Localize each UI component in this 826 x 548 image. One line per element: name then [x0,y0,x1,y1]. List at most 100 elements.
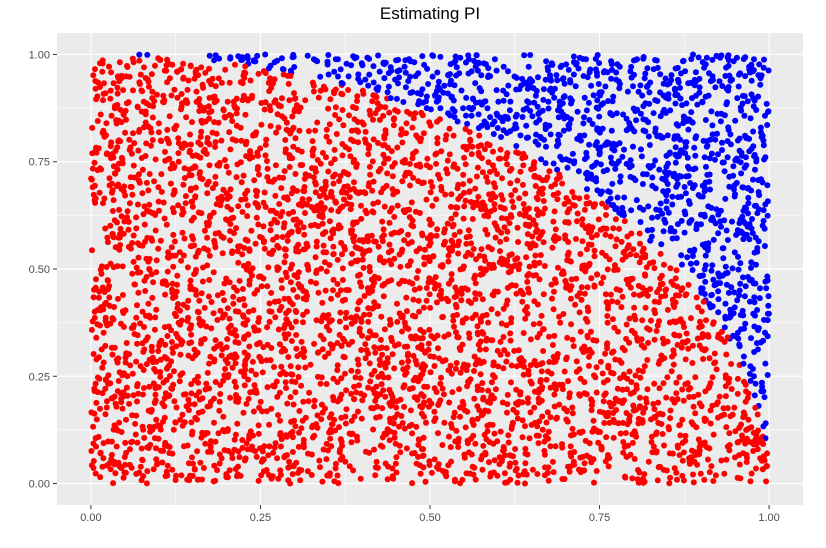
point-inside [696,324,703,331]
point-inside [365,145,372,152]
point-inside [130,162,137,169]
point-inside [346,430,353,437]
point-inside [141,221,148,228]
point-inside [386,109,393,116]
point-inside [239,251,246,258]
point-inside [233,174,240,181]
point-inside [99,284,106,291]
point-inside [433,196,440,203]
point-inside [602,231,609,238]
point-inside [280,369,287,375]
point-inside [629,439,636,446]
point-inside [227,329,234,336]
point-inside [140,426,147,433]
point-inside [224,195,231,202]
point-inside [327,96,334,103]
point-outside [765,310,772,317]
point-inside [459,341,466,348]
point-outside [685,80,692,87]
point-inside [512,467,519,474]
point-inside [489,421,496,428]
point-outside [545,98,552,105]
point-inside [683,291,690,298]
point-inside [633,382,640,389]
point-inside [202,69,209,76]
point-outside [701,266,708,273]
point-inside [173,330,180,337]
point-inside [654,477,661,484]
point-inside [151,98,158,104]
point-inside [263,467,270,473]
point-inside [384,170,391,177]
point-inside [323,381,330,387]
point-inside [706,383,713,390]
point-inside [276,201,283,207]
point-inside [127,362,134,369]
point-inside [388,277,395,284]
point-inside [416,285,423,292]
point-outside [574,108,581,115]
point-inside [648,433,655,440]
point-inside [157,56,164,63]
point-inside [277,467,284,474]
point-inside [512,256,519,263]
point-outside [752,234,759,241]
point-outside [267,62,274,69]
point-inside [403,130,409,137]
point-inside [93,276,99,283]
point-inside [476,132,483,139]
point-inside [467,137,474,144]
point-inside [659,280,666,287]
point-inside [664,374,671,381]
point-inside [391,429,398,436]
point-inside [445,331,452,338]
point-inside [115,181,122,188]
point-inside [758,457,765,464]
point-inside [140,473,147,480]
point-inside [228,206,235,213]
point-inside [334,291,341,298]
point-inside [692,374,699,381]
point-inside [239,437,246,443]
point-outside [448,77,454,84]
point-inside [573,358,580,365]
point-inside [428,220,435,227]
point-inside [692,410,699,417]
point-outside [673,183,680,190]
point-outside [517,132,524,139]
point-inside [448,370,455,377]
point-inside [328,443,335,450]
point-inside [287,394,294,401]
point-inside [304,468,311,475]
point-inside [462,424,469,431]
point-inside [616,357,623,364]
point-inside [537,252,544,259]
point-inside [337,287,344,294]
point-inside [516,261,523,268]
point-inside [330,243,337,250]
point-inside [114,90,121,97]
point-inside [364,233,371,240]
point-inside [499,399,506,406]
point-inside [110,316,117,323]
point-inside [669,353,675,360]
point-inside [278,436,285,443]
point-inside [139,457,146,464]
point-inside [556,313,563,320]
point-inside [357,316,364,322]
point-outside [325,71,332,78]
point-inside [487,470,494,477]
point-inside [201,245,208,252]
point-inside [177,372,184,379]
point-inside [405,350,411,357]
point-outside [374,87,381,94]
point-inside [705,456,711,463]
point-inside [191,271,198,278]
point-inside [571,194,578,201]
point-inside [267,227,274,234]
point-inside [328,160,335,167]
point-inside [129,370,136,377]
point-inside [669,396,676,403]
point-inside [435,465,442,472]
point-inside [354,258,360,265]
